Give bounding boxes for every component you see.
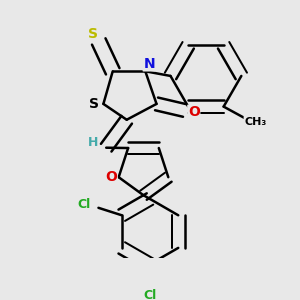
Text: H: H — [88, 136, 98, 148]
Text: S: S — [89, 97, 99, 111]
Text: CH₃: CH₃ — [244, 116, 266, 127]
Text: O: O — [188, 105, 200, 119]
Text: Cl: Cl — [143, 290, 157, 300]
Text: N: N — [143, 57, 155, 71]
Text: O: O — [105, 170, 117, 184]
Text: S: S — [88, 27, 98, 41]
Text: Cl: Cl — [77, 198, 90, 211]
